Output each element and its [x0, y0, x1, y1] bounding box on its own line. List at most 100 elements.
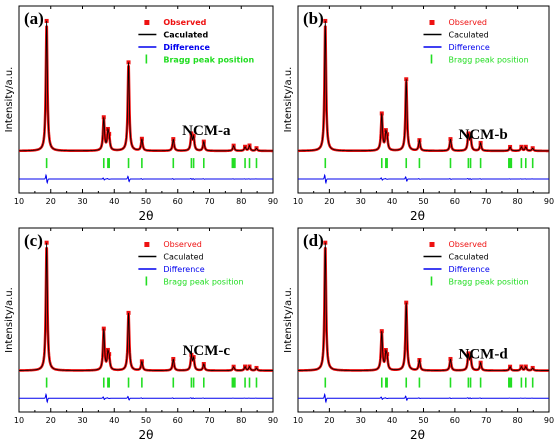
observed-profile [298, 247, 549, 372]
calculated-profile [298, 20, 549, 152]
x-axis-title: 2θ [410, 209, 425, 223]
panel-label: (b) [303, 9, 324, 28]
x-tick-label: 80 [513, 416, 523, 425]
legend-difference-label: Difference [163, 43, 210, 52]
x-axis: 10 20 30 40 50 60 70 80 90 [293, 228, 554, 425]
legend: Observed Caculated Difference Bragg peak po… [138, 240, 244, 287]
x-axis-title: 2θ [410, 428, 425, 442]
observed-profile [19, 25, 273, 153]
x-tick-label: 70 [481, 197, 491, 206]
x-tick-label: 40 [109, 197, 119, 206]
legend-calculated-label: Caculated [163, 253, 203, 262]
sample-label: NCM-d [459, 347, 509, 363]
x-tick-label: 20 [46, 197, 56, 206]
legend-calculated-label: Caculated [449, 253, 489, 262]
legend: Observed Caculated Difference Bragg peak po… [138, 18, 255, 65]
legend-difference-label: Difference [449, 265, 490, 274]
x-tick-label: 60 [173, 197, 183, 206]
x-tick-label: 40 [387, 416, 397, 425]
x-tick-label: 30 [356, 416, 366, 425]
calculated-profile [298, 242, 549, 371]
chart-panel-b: 10 20 30 40 50 60 70 80 90 2θ Intensity/a.u. (b) NCM… [283, 5, 554, 223]
observed-profile [298, 25, 549, 153]
observed-profile [19, 247, 273, 372]
legend-observed-label: Observed [163, 18, 206, 27]
y-axis-title: Intensity/a.u. [4, 287, 15, 353]
y-axis-title: Intensity/a.u. [283, 287, 294, 353]
x-tick-label: 30 [77, 197, 87, 206]
x-axis: 10 20 30 40 50 60 70 80 90 [14, 6, 278, 206]
calculated-profile [19, 242, 273, 371]
x-tick-label: 90 [268, 416, 278, 425]
chart-panel-d: 10 20 30 40 50 60 70 80 90 2θ Intensity/a.u. (d) NCM… [283, 227, 554, 442]
x-axis-title: 2θ [139, 428, 154, 442]
legend-observed-marker [144, 242, 150, 247]
plot-area [19, 240, 273, 404]
legend-observed-label: Observed [449, 18, 488, 27]
legend-bragg-label: Bragg peak position [449, 56, 529, 65]
x-tick-label: 60 [450, 416, 460, 425]
x-tick-label: 80 [513, 197, 523, 206]
difference-curve [298, 392, 549, 404]
x-tick-label: 10 [293, 197, 303, 206]
chart-panel-c: 10 20 30 40 50 60 70 80 90 2θ Intensity/a.u. (c) NCM… [4, 227, 278, 442]
chart-panel-a: 10 20 30 40 50 60 70 80 90 2θ Intensity/a.u. (a) NCM… [4, 5, 278, 223]
x-axis: 10 20 30 40 50 60 70 80 90 [293, 6, 554, 206]
x-axis-title: 2θ [139, 209, 154, 223]
bragg-positions [45, 377, 258, 388]
x-tick-label: 70 [204, 197, 214, 206]
legend-calculated-label: Caculated [163, 31, 208, 40]
x-tick-label: 60 [450, 197, 460, 206]
sample-label: NCM-b [459, 127, 508, 143]
plot-area [19, 18, 273, 185]
x-tick-label: 90 [268, 197, 278, 206]
legend-difference-label: Difference [449, 43, 490, 52]
y-axis-title: Intensity/a.u. [283, 67, 294, 133]
plot-area [298, 240, 549, 404]
x-tick-label: 50 [141, 416, 151, 425]
legend-bragg-label: Bragg peak position [449, 278, 529, 287]
y-axis-title: Intensity/a.u. [4, 67, 15, 133]
legend: Observed Caculated Difference Bragg peak po… [423, 18, 529, 65]
x-tick-label: 70 [204, 416, 214, 425]
legend-observed-marker [429, 20, 435, 25]
panel-label: (a) [24, 9, 44, 28]
sample-label: NCM-c [183, 343, 231, 359]
calculated-profile [19, 20, 273, 152]
sample-label: NCM-a [182, 123, 231, 139]
legend-observed-label: Observed [163, 240, 202, 249]
plot-area [298, 18, 549, 185]
x-tick-label: 90 [544, 197, 554, 206]
x-tick-label: 90 [544, 416, 554, 425]
legend-calculated-label: Caculated [449, 31, 489, 40]
x-tick-label: 50 [418, 197, 428, 206]
x-tick-label: 60 [173, 416, 183, 425]
difference-curve [19, 392, 273, 404]
legend-bragg-label: Bragg peak position [163, 56, 254, 65]
legend-bragg-label: Bragg peak position [163, 278, 243, 287]
x-tick-label: 20 [324, 197, 334, 206]
x-tick-label: 30 [77, 416, 87, 425]
x-axis: 10 20 30 40 50 60 70 80 90 [14, 228, 278, 425]
x-tick-label: 50 [141, 197, 151, 206]
difference-curve [298, 173, 549, 185]
x-tick-label: 10 [293, 416, 303, 425]
difference-curve [19, 173, 273, 185]
x-tick-label: 80 [236, 416, 246, 425]
bragg-positions [324, 158, 534, 169]
legend-difference-label: Difference [163, 265, 204, 274]
panel-label: (c) [24, 231, 43, 250]
x-tick-label: 20 [324, 416, 334, 425]
x-tick-label: 40 [387, 197, 397, 206]
x-tick-label: 70 [481, 416, 491, 425]
x-tick-label: 10 [14, 197, 24, 206]
legend: Observed Caculated Difference Bragg peak po… [423, 240, 529, 287]
panel-label: (d) [303, 231, 324, 250]
x-tick-label: 20 [46, 416, 56, 425]
legend-observed-marker [144, 20, 150, 25]
x-tick-label: 40 [109, 416, 119, 425]
x-tick-label: 50 [418, 416, 428, 425]
bragg-positions [324, 377, 534, 388]
x-tick-label: 10 [14, 416, 24, 425]
